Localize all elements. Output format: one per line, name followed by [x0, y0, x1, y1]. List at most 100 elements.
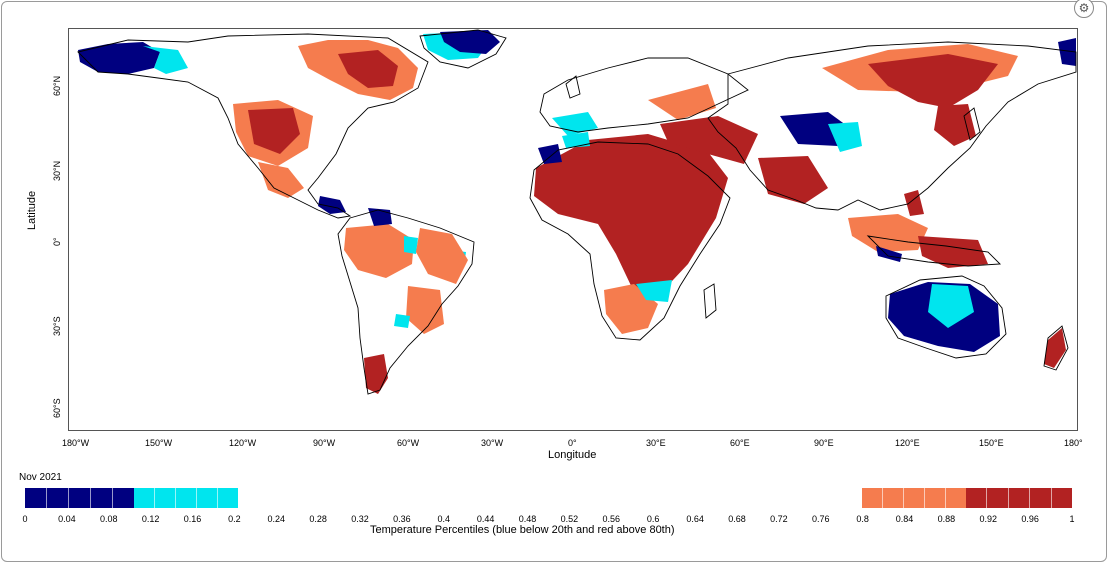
region-philippines-dark: [904, 190, 924, 216]
legend-tick-label: 0.72: [770, 514, 788, 524]
x-tick-label: 60°E: [730, 438, 750, 448]
region-westus-dark: [248, 108, 300, 154]
y-tick-label: 60°S: [52, 398, 62, 418]
legend-tick-label: 0.32: [351, 514, 369, 524]
region-seasia-warm: [848, 214, 928, 252]
legend-cell: [1008, 488, 1031, 508]
legend-tick-label: 0.52: [560, 514, 579, 524]
x-tick-label: 150°W: [145, 438, 173, 448]
map-canvas: [68, 28, 1078, 431]
region-siberia-dark: [868, 54, 998, 108]
legend-tick-label: 0.84: [895, 514, 914, 524]
legend-cell: [987, 488, 1009, 508]
legend-cell: [176, 488, 197, 508]
legend-tick-label: 0: [22, 514, 28, 524]
legend-tick-label: 0.92: [979, 514, 997, 524]
x-tick-label: 180°W: [62, 438, 90, 448]
region-australia-cyan: [928, 284, 974, 328]
legend-cell: [47, 488, 69, 508]
legend-tick-label: 0.08: [99, 514, 118, 524]
region-canada-warm-dark: [338, 50, 398, 88]
legend-title: Temperature Percentiles (blue below 20th…: [370, 524, 675, 536]
world-map: [68, 28, 1078, 431]
y-tick-label: 30°N: [52, 160, 62, 181]
legend-tick-label: 1: [1069, 514, 1075, 524]
outline-europe: [539, 57, 749, 133]
outline-uk: [565, 75, 581, 99]
outline-madagascar: [703, 283, 717, 319]
legend-tick-label: 0.36: [393, 514, 411, 524]
legend-cell: [91, 488, 113, 508]
region-sa-cyan-3: [394, 314, 410, 328]
outline-asia: [707, 41, 1077, 211]
region-sa-warm-1: [344, 224, 414, 278]
y-tick-label: 60°N: [52, 75, 62, 96]
legend-cell: [883, 488, 904, 508]
x-axis-title: Longitude: [548, 449, 597, 461]
x-tick-label: 30°E: [646, 438, 666, 448]
outline-south-america: [337, 209, 475, 395]
anomaly-regions: [78, 30, 1076, 394]
settings-icon[interactable]: ⚙: [1074, 0, 1094, 18]
region-nz-dark: [1044, 328, 1066, 368]
outline-new-zealand: [1043, 325, 1069, 371]
legend-tick-label: 0.56: [602, 514, 621, 524]
outline-greenland: [419, 29, 507, 69]
legend-bar-dark-blue: [25, 488, 134, 508]
legend-tick-label: 0.04: [58, 514, 76, 524]
legend-tick-label: 0.68: [728, 514, 746, 524]
legend-cell: [925, 488, 946, 508]
y-tick-label: 0°: [52, 237, 62, 246]
region-india-warm: [758, 156, 828, 204]
region-europe-cyan: [552, 112, 598, 136]
region-greenland-cold: [440, 30, 500, 54]
outline-japan: [963, 107, 981, 141]
region-safrica-cyan: [636, 280, 672, 302]
legend-tick-label: 0.96: [1021, 514, 1039, 524]
legend-bar-cyan: [134, 488, 238, 508]
legend-cell: [1030, 488, 1052, 508]
legend-cell: [134, 488, 155, 508]
region-sa-cyan-1: [404, 236, 418, 254]
x-tick-label: 30°W: [481, 438, 504, 448]
legend-tick-label: 0.76: [811, 514, 830, 524]
x-tick-label: 180°: [1064, 438, 1083, 448]
legend-tick-label: 0.48: [518, 514, 537, 524]
region-nafrica-cyan: [562, 132, 590, 148]
coastlines: [77, 29, 1077, 395]
x-tick-label: 120°W: [229, 438, 257, 448]
legend-tick-label: 0.44: [476, 514, 495, 524]
x-tick-label: 120°E: [895, 438, 920, 448]
region-casia-cyan: [828, 122, 862, 152]
x-tick-label: 0°: [568, 438, 577, 448]
legend-cell: [1051, 488, 1073, 508]
region-alaska-cyan: [143, 46, 188, 74]
region-indonesia-warm: [918, 236, 988, 268]
legend-tick-label: 0.4: [437, 514, 451, 524]
legend-cell: [155, 488, 176, 508]
legend-cell: [946, 488, 966, 508]
period-label: Nov 2021: [19, 472, 62, 483]
legend-tick-label: 0.64: [686, 514, 704, 524]
outline-indonesia: [866, 235, 1002, 267]
legend-tick-label: 0.24: [267, 514, 286, 524]
legend-cell: [113, 488, 134, 508]
legend-tick-label: 0.88: [937, 514, 956, 524]
legend-tick-label: 0.6: [646, 514, 660, 524]
y-tick-label: 30°S: [52, 316, 62, 336]
region-europe-warm: [648, 84, 716, 120]
region-mexico-warm: [258, 162, 304, 198]
region-sa-warm-3: [406, 286, 444, 334]
legend-tick-label: 0.8: [856, 514, 869, 524]
region-alaska-cold: [78, 42, 160, 74]
legend-cell: [218, 488, 238, 508]
outline-africa: [529, 141, 731, 341]
legend-cell: [966, 488, 988, 508]
region-nafrica-cold: [538, 144, 562, 164]
legend-bar-dark-red: [966, 488, 1073, 508]
region-casia-cold: [780, 112, 850, 146]
outline-north-america: [77, 33, 429, 219]
legend-bar-light-red: [862, 488, 966, 508]
outline-australia: [885, 275, 1007, 359]
region-sa-warm-2: [416, 228, 468, 284]
